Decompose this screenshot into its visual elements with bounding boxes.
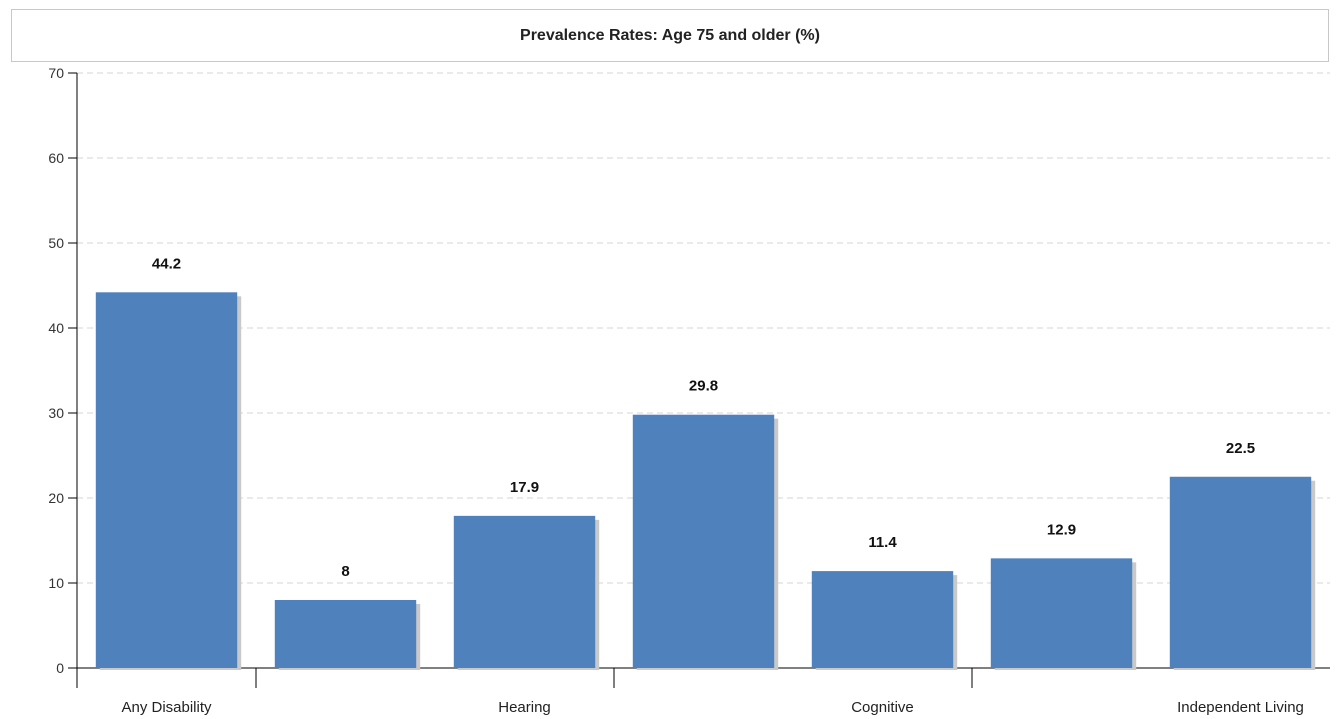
data-label: 17.9 (510, 479, 539, 496)
x-category-label: Independent Living (1177, 699, 1304, 716)
y-tick-label: 30 (48, 405, 64, 421)
y-tick-label: 10 (48, 575, 64, 591)
x-category-label: Hearing (498, 699, 551, 716)
bar (274, 600, 417, 668)
chart-title: Prevalence Rates: Age 75 and older (%) (520, 26, 820, 44)
y-tick-label: 50 (48, 235, 64, 251)
data-label: 8 (341, 563, 349, 580)
y-tick-label: 70 (48, 65, 64, 81)
y-tick-label: 60 (48, 150, 64, 166)
data-label: 29.8 (689, 378, 718, 395)
bar (990, 558, 1133, 668)
y-tick-label: 0 (56, 660, 64, 676)
chart-title-box: Prevalence Rates: Age 75 and older (%) (11, 9, 1329, 62)
bar (1169, 476, 1312, 668)
bar (811, 571, 954, 668)
bar (632, 414, 775, 668)
data-label: 22.5 (1226, 440, 1255, 457)
y-tick-label: 40 (48, 320, 64, 336)
data-label: 11.4 (868, 534, 897, 551)
bar (453, 515, 596, 668)
y-tick-label: 20 (48, 490, 64, 506)
bar (95, 292, 238, 668)
data-label: 12.9 (1047, 521, 1076, 538)
data-label: 44.2 (152, 255, 181, 272)
x-category-label: Any Disability (121, 699, 212, 716)
x-category-label: Cognitive (851, 699, 914, 716)
